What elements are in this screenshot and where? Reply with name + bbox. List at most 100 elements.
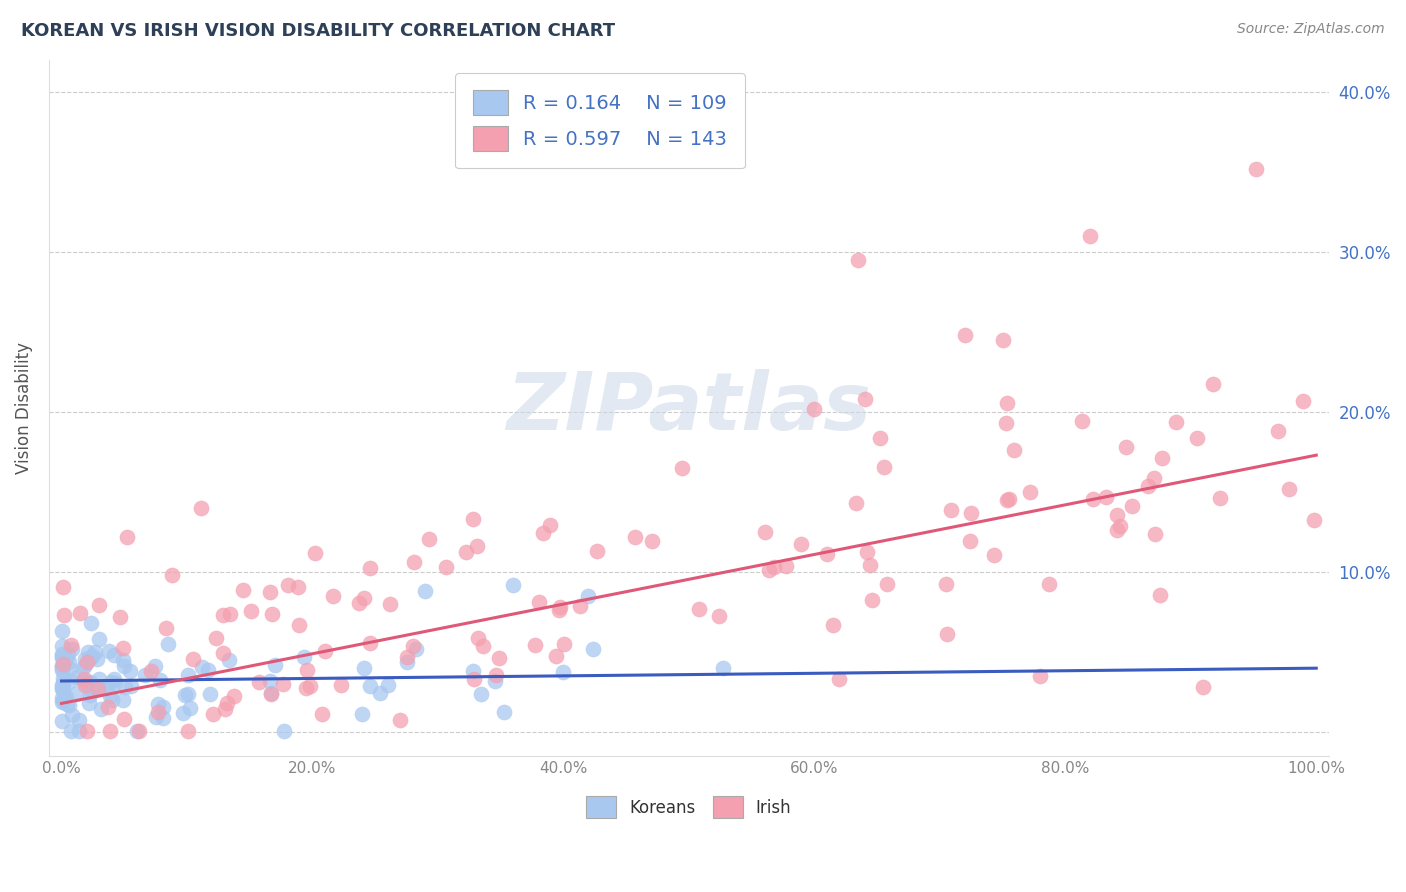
- Point: [641, 534, 664, 549]
- Point: [260, 607, 283, 621]
- Point: [1019, 485, 1042, 500]
- Y-axis label: Vision Disability: Vision Disability: [15, 342, 32, 474]
- Point: [1121, 500, 1143, 514]
- Point: [51, 650, 73, 665]
- Point: [172, 706, 194, 720]
- Point: [456, 545, 478, 559]
- Point: [711, 661, 734, 675]
- Point: [775, 559, 797, 574]
- Point: [214, 702, 236, 716]
- Point: [671, 460, 693, 475]
- Point: [120, 679, 142, 693]
- Point: [53, 608, 76, 623]
- Point: [127, 723, 149, 738]
- Point: [1029, 669, 1052, 683]
- Point: [75, 652, 97, 666]
- Point: [298, 679, 321, 693]
- Point: [395, 655, 418, 669]
- Point: [86, 652, 108, 666]
- Point: [353, 591, 375, 606]
- Point: [1202, 377, 1225, 392]
- Point: [146, 697, 169, 711]
- Point: [73, 672, 96, 686]
- Point: [1244, 161, 1267, 176]
- Point: [51, 690, 73, 705]
- Point: [65, 687, 87, 701]
- Point: [846, 252, 869, 267]
- Point: [90, 702, 112, 716]
- Point: [52, 672, 75, 686]
- Point: [58, 673, 80, 688]
- Point: [527, 595, 550, 609]
- Point: [465, 539, 488, 553]
- Point: [60, 707, 83, 722]
- Point: [1095, 490, 1118, 504]
- Point: [51, 681, 73, 696]
- Point: [200, 687, 222, 701]
- Point: [152, 710, 174, 724]
- Point: [377, 678, 399, 692]
- Point: [845, 496, 868, 510]
- Point: [97, 700, 120, 714]
- Point: [155, 621, 177, 635]
- Point: [311, 706, 333, 721]
- Point: [707, 608, 730, 623]
- Point: [128, 723, 150, 738]
- Point: [79, 688, 101, 702]
- Point: [288, 618, 311, 632]
- Point: [404, 555, 426, 569]
- Point: [100, 675, 122, 690]
- Point: [1142, 471, 1164, 485]
- Point: [160, 568, 183, 582]
- Point: [488, 650, 510, 665]
- Point: [100, 690, 122, 704]
- Point: [463, 673, 485, 687]
- Point: [860, 593, 883, 607]
- Point: [55, 690, 77, 705]
- Point: [145, 710, 167, 724]
- Point: [789, 537, 811, 551]
- Point: [174, 688, 197, 702]
- Point: [983, 548, 1005, 562]
- Point: [59, 662, 82, 676]
- Point: [569, 599, 592, 614]
- Point: [51, 695, 73, 709]
- Point: [80, 616, 103, 631]
- Point: [960, 507, 983, 521]
- Point: [405, 641, 427, 656]
- Point: [114, 680, 136, 694]
- Point: [544, 649, 567, 664]
- Point: [531, 526, 554, 541]
- Point: [67, 723, 90, 738]
- Point: [828, 673, 851, 687]
- Point: [329, 678, 352, 692]
- Point: [359, 560, 381, 574]
- Point: [75, 678, 97, 692]
- Point: [51, 647, 73, 661]
- Point: [79, 651, 101, 665]
- Point: [112, 712, 135, 726]
- Point: [157, 637, 180, 651]
- Point: [218, 607, 240, 621]
- Point: [359, 679, 381, 693]
- Point: [935, 577, 957, 591]
- Point: [96, 680, 118, 694]
- Point: [51, 664, 73, 678]
- Point: [98, 644, 121, 658]
- Point: [51, 681, 73, 695]
- Point: [179, 701, 201, 715]
- Point: [1137, 479, 1160, 493]
- Point: [1002, 442, 1025, 457]
- Point: [1302, 513, 1324, 527]
- Point: [359, 636, 381, 650]
- Point: [995, 395, 1018, 409]
- Point: [277, 578, 299, 592]
- Point: [84, 644, 107, 658]
- Point: [104, 676, 127, 690]
- Point: [51, 658, 73, 673]
- Point: [111, 653, 134, 667]
- Point: [259, 673, 281, 688]
- Point: [821, 617, 844, 632]
- Point: [77, 644, 100, 658]
- Point: [197, 664, 219, 678]
